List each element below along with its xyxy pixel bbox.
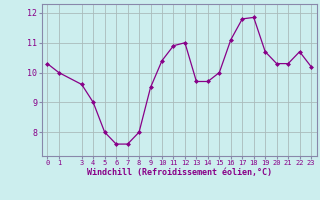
X-axis label: Windchill (Refroidissement éolien,°C): Windchill (Refroidissement éolien,°C) xyxy=(87,168,272,177)
